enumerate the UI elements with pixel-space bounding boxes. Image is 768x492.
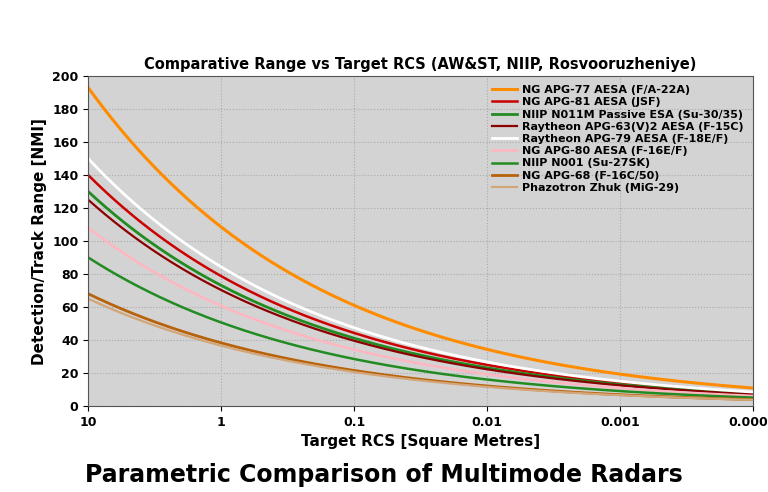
NIIP N011M Passive ESA (Su-30/35): [475, 364, 485, 369]
X-axis label: Target RCS [Square Metres]: Target RCS [Square Metres]: [301, 434, 540, 449]
Raytheon APG-63(V)2 AESA (F-15C): [254, 305, 263, 310]
Line: NIIP N011M Passive ESA (Su-30/35): NIIP N011M Passive ESA (Su-30/35): [88, 191, 753, 394]
Raytheon APG-63(V)2 AESA (F-15C): [201, 279, 210, 285]
NG APG-68 (F-16C/50): [475, 382, 485, 388]
NG APG-81 AESA (JSF): [384, 340, 393, 346]
NG APG-77 AESA (F/A-22A): [201, 212, 210, 217]
Raytheon APG-63(V)2 AESA (F-15C): [528, 373, 537, 379]
Phazotron Zhuk (MiG-29): [528, 387, 537, 393]
Line: Raytheon APG-63(V)2 AESA (F-15C): Raytheon APG-63(V)2 AESA (F-15C): [88, 200, 753, 394]
NG APG-80 AESA (F-16E/F): [84, 225, 93, 231]
NIIP N011M Passive ESA (Su-30/35): [84, 188, 93, 194]
NG APG-77 AESA (F/A-22A): [384, 316, 393, 322]
NIIP N011M Passive ESA (Su-30/35): [584, 378, 593, 384]
Raytheon APG-79 AESA (F-18E/F): [384, 336, 393, 341]
Raytheon APG-63(V)2 AESA (F-15C): [84, 197, 93, 203]
NIIP N001 (Su-27SK): [528, 381, 537, 387]
NIIP N011M Passive ESA (Su-30/35): [528, 371, 537, 377]
Raytheon APG-79 AESA (F-18E/F): [748, 389, 757, 395]
Legend: NG APG-77 AESA (F/A-22A), NG APG-81 AESA (JSF), NIIP N011M Passive ESA (Su-30/35: NG APG-77 AESA (F/A-22A), NG APG-81 AESA…: [488, 82, 747, 196]
Line: Phazotron Zhuk (MiG-29): Phazotron Zhuk (MiG-29): [88, 299, 753, 400]
NG APG-77 AESA (F/A-22A): [84, 85, 93, 91]
Phazotron Zhuk (MiG-29): [748, 397, 757, 403]
NIIP N001 (Su-27SK): [384, 363, 393, 369]
NG APG-68 (F-16C/50): [528, 387, 537, 393]
NG APG-81 AESA (JSF): [475, 361, 485, 367]
Raytheon APG-63(V)2 AESA (F-15C): [384, 347, 393, 353]
NG APG-77 AESA (F/A-22A): [528, 356, 537, 362]
Text: Parametric Comparison of Multimode Radars: Parametric Comparison of Multimode Radar…: [85, 463, 683, 487]
NG APG-77 AESA (F/A-22A): [584, 367, 593, 372]
NG APG-81 AESA (JSF): [748, 390, 757, 396]
NG APG-68 (F-16C/50): [384, 372, 393, 378]
Raytheon APG-63(V)2 AESA (F-15C): [475, 365, 485, 371]
NG APG-81 AESA (JSF): [254, 293, 263, 299]
Line: NG APG-81 AESA (JSF): NG APG-81 AESA (JSF): [88, 175, 753, 393]
Phazotron Zhuk (MiG-29): [475, 383, 485, 389]
NG APG-81 AESA (JSF): [84, 172, 93, 178]
NG APG-80 AESA (F-16E/F): [748, 393, 757, 399]
NIIP N011M Passive ESA (Su-30/35): [384, 345, 393, 351]
Y-axis label: Detection/Track Range [NMI]: Detection/Track Range [NMI]: [31, 118, 47, 365]
Raytheon APG-79 AESA (F-18E/F): [254, 285, 263, 291]
Line: NG APG-77 AESA (F/A-22A): NG APG-77 AESA (F/A-22A): [88, 88, 753, 388]
NG APG-68 (F-16C/50): [84, 291, 93, 297]
Raytheon APG-79 AESA (F-18E/F): [201, 254, 210, 260]
Raytheon APG-79 AESA (F-18E/F): [584, 374, 593, 380]
Raytheon APG-79 AESA (F-18E/F): [528, 367, 537, 372]
Phazotron Zhuk (MiG-29): [584, 391, 593, 397]
NIIP N001 (Su-27SK): [475, 376, 485, 382]
NG APG-81 AESA (JSF): [201, 264, 210, 270]
NG APG-68 (F-16C/50): [201, 336, 210, 341]
NG APG-68 (F-16C/50): [254, 349, 263, 355]
NG APG-80 AESA (F-16E/F): [584, 383, 593, 389]
Line: NIIP N001 (Su-27SK): NIIP N001 (Su-27SK): [88, 258, 753, 398]
Line: NG APG-68 (F-16C/50): NG APG-68 (F-16C/50): [88, 294, 753, 400]
Phazotron Zhuk (MiG-29): [84, 296, 93, 302]
NG APG-77 AESA (F/A-22A): [748, 385, 757, 391]
NG APG-80 AESA (F-16E/F): [528, 377, 537, 383]
Line: NG APG-80 AESA (F-16E/F): NG APG-80 AESA (F-16E/F): [88, 228, 753, 396]
Phazotron Zhuk (MiG-29): [384, 374, 393, 380]
Raytheon APG-63(V)2 AESA (F-15C): [584, 379, 593, 385]
NIIP N001 (Su-27SK): [201, 314, 210, 320]
Raytheon APG-63(V)2 AESA (F-15C): [748, 391, 757, 397]
Title: Comparative Range vs Target RCS (AW&ST, NIIP, Rosvooruzheniye): Comparative Range vs Target RCS (AW&ST, …: [144, 57, 697, 72]
Raytheon APG-79 AESA (F-18E/F): [84, 155, 93, 161]
NIIP N001 (Su-27SK): [748, 395, 757, 400]
NG APG-68 (F-16C/50): [584, 390, 593, 396]
NG APG-80 AESA (F-16E/F): [475, 370, 485, 376]
NIIP N011M Passive ESA (Su-30/35): [748, 391, 757, 397]
Phazotron Zhuk (MiG-29): [201, 338, 210, 344]
NG APG-81 AESA (JSF): [584, 376, 593, 382]
Phazotron Zhuk (MiG-29): [254, 352, 263, 358]
NG APG-68 (F-16C/50): [748, 397, 757, 402]
NIIP N001 (Su-27SK): [254, 332, 263, 338]
NG APG-80 AESA (F-16E/F): [384, 355, 393, 361]
NIIP N001 (Su-27SK): [584, 386, 593, 392]
NG APG-77 AESA (F/A-22A): [475, 344, 485, 350]
NIIP N011M Passive ESA (Su-30/35): [254, 301, 263, 307]
NG APG-77 AESA (F/A-22A): [254, 251, 263, 257]
NIIP N011M Passive ESA (Su-30/35): [201, 274, 210, 280]
Raytheon APG-79 AESA (F-18E/F): [475, 358, 485, 364]
Line: Raytheon APG-79 AESA (F-18E/F): Raytheon APG-79 AESA (F-18E/F): [88, 158, 753, 392]
NIIP N001 (Su-27SK): [84, 255, 93, 261]
NG APG-80 AESA (F-16E/F): [201, 296, 210, 302]
NG APG-80 AESA (F-16E/F): [254, 318, 263, 324]
NG APG-81 AESA (JSF): [528, 369, 537, 375]
